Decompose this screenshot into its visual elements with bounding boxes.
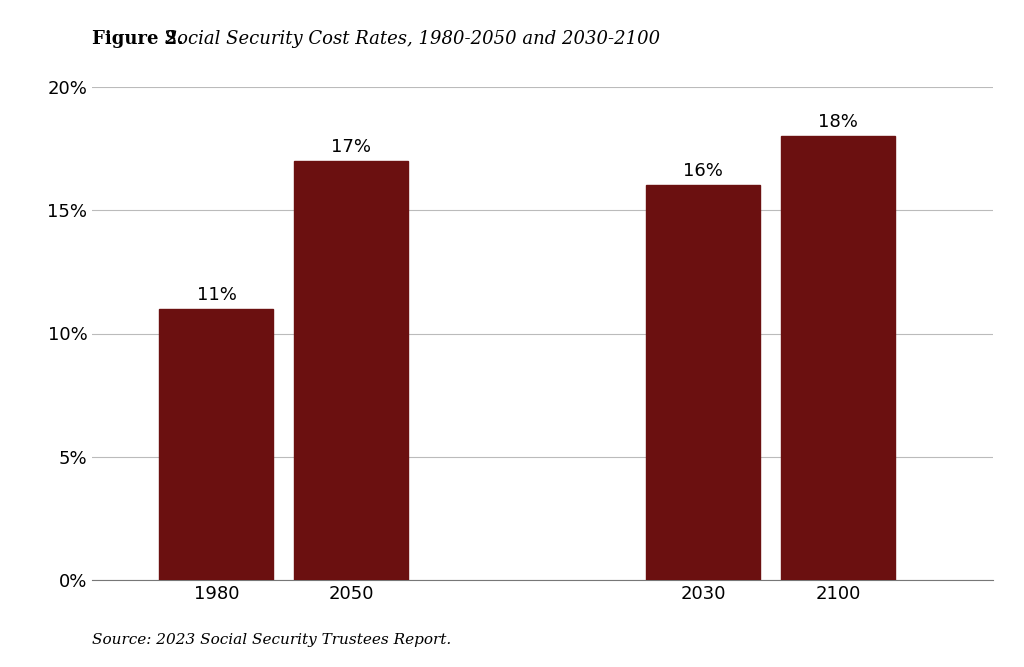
Text: 11%: 11%: [197, 286, 237, 304]
Text: 18%: 18%: [818, 113, 858, 131]
Bar: [781, 136, 895, 580]
Text: Source: 2023 Social Security Trustees Report.: Source: 2023 Social Security Trustees Re…: [92, 633, 452, 647]
Text: Social Security Cost Rates, 1980-2050 and 2030-2100: Social Security Cost Rates, 1980-2050 an…: [159, 30, 659, 48]
Text: Figure 2.: Figure 2.: [92, 30, 183, 48]
Text: 16%: 16%: [683, 163, 723, 181]
Bar: [160, 309, 273, 580]
Bar: [646, 185, 760, 580]
Bar: [294, 161, 409, 580]
Text: 17%: 17%: [331, 138, 371, 156]
